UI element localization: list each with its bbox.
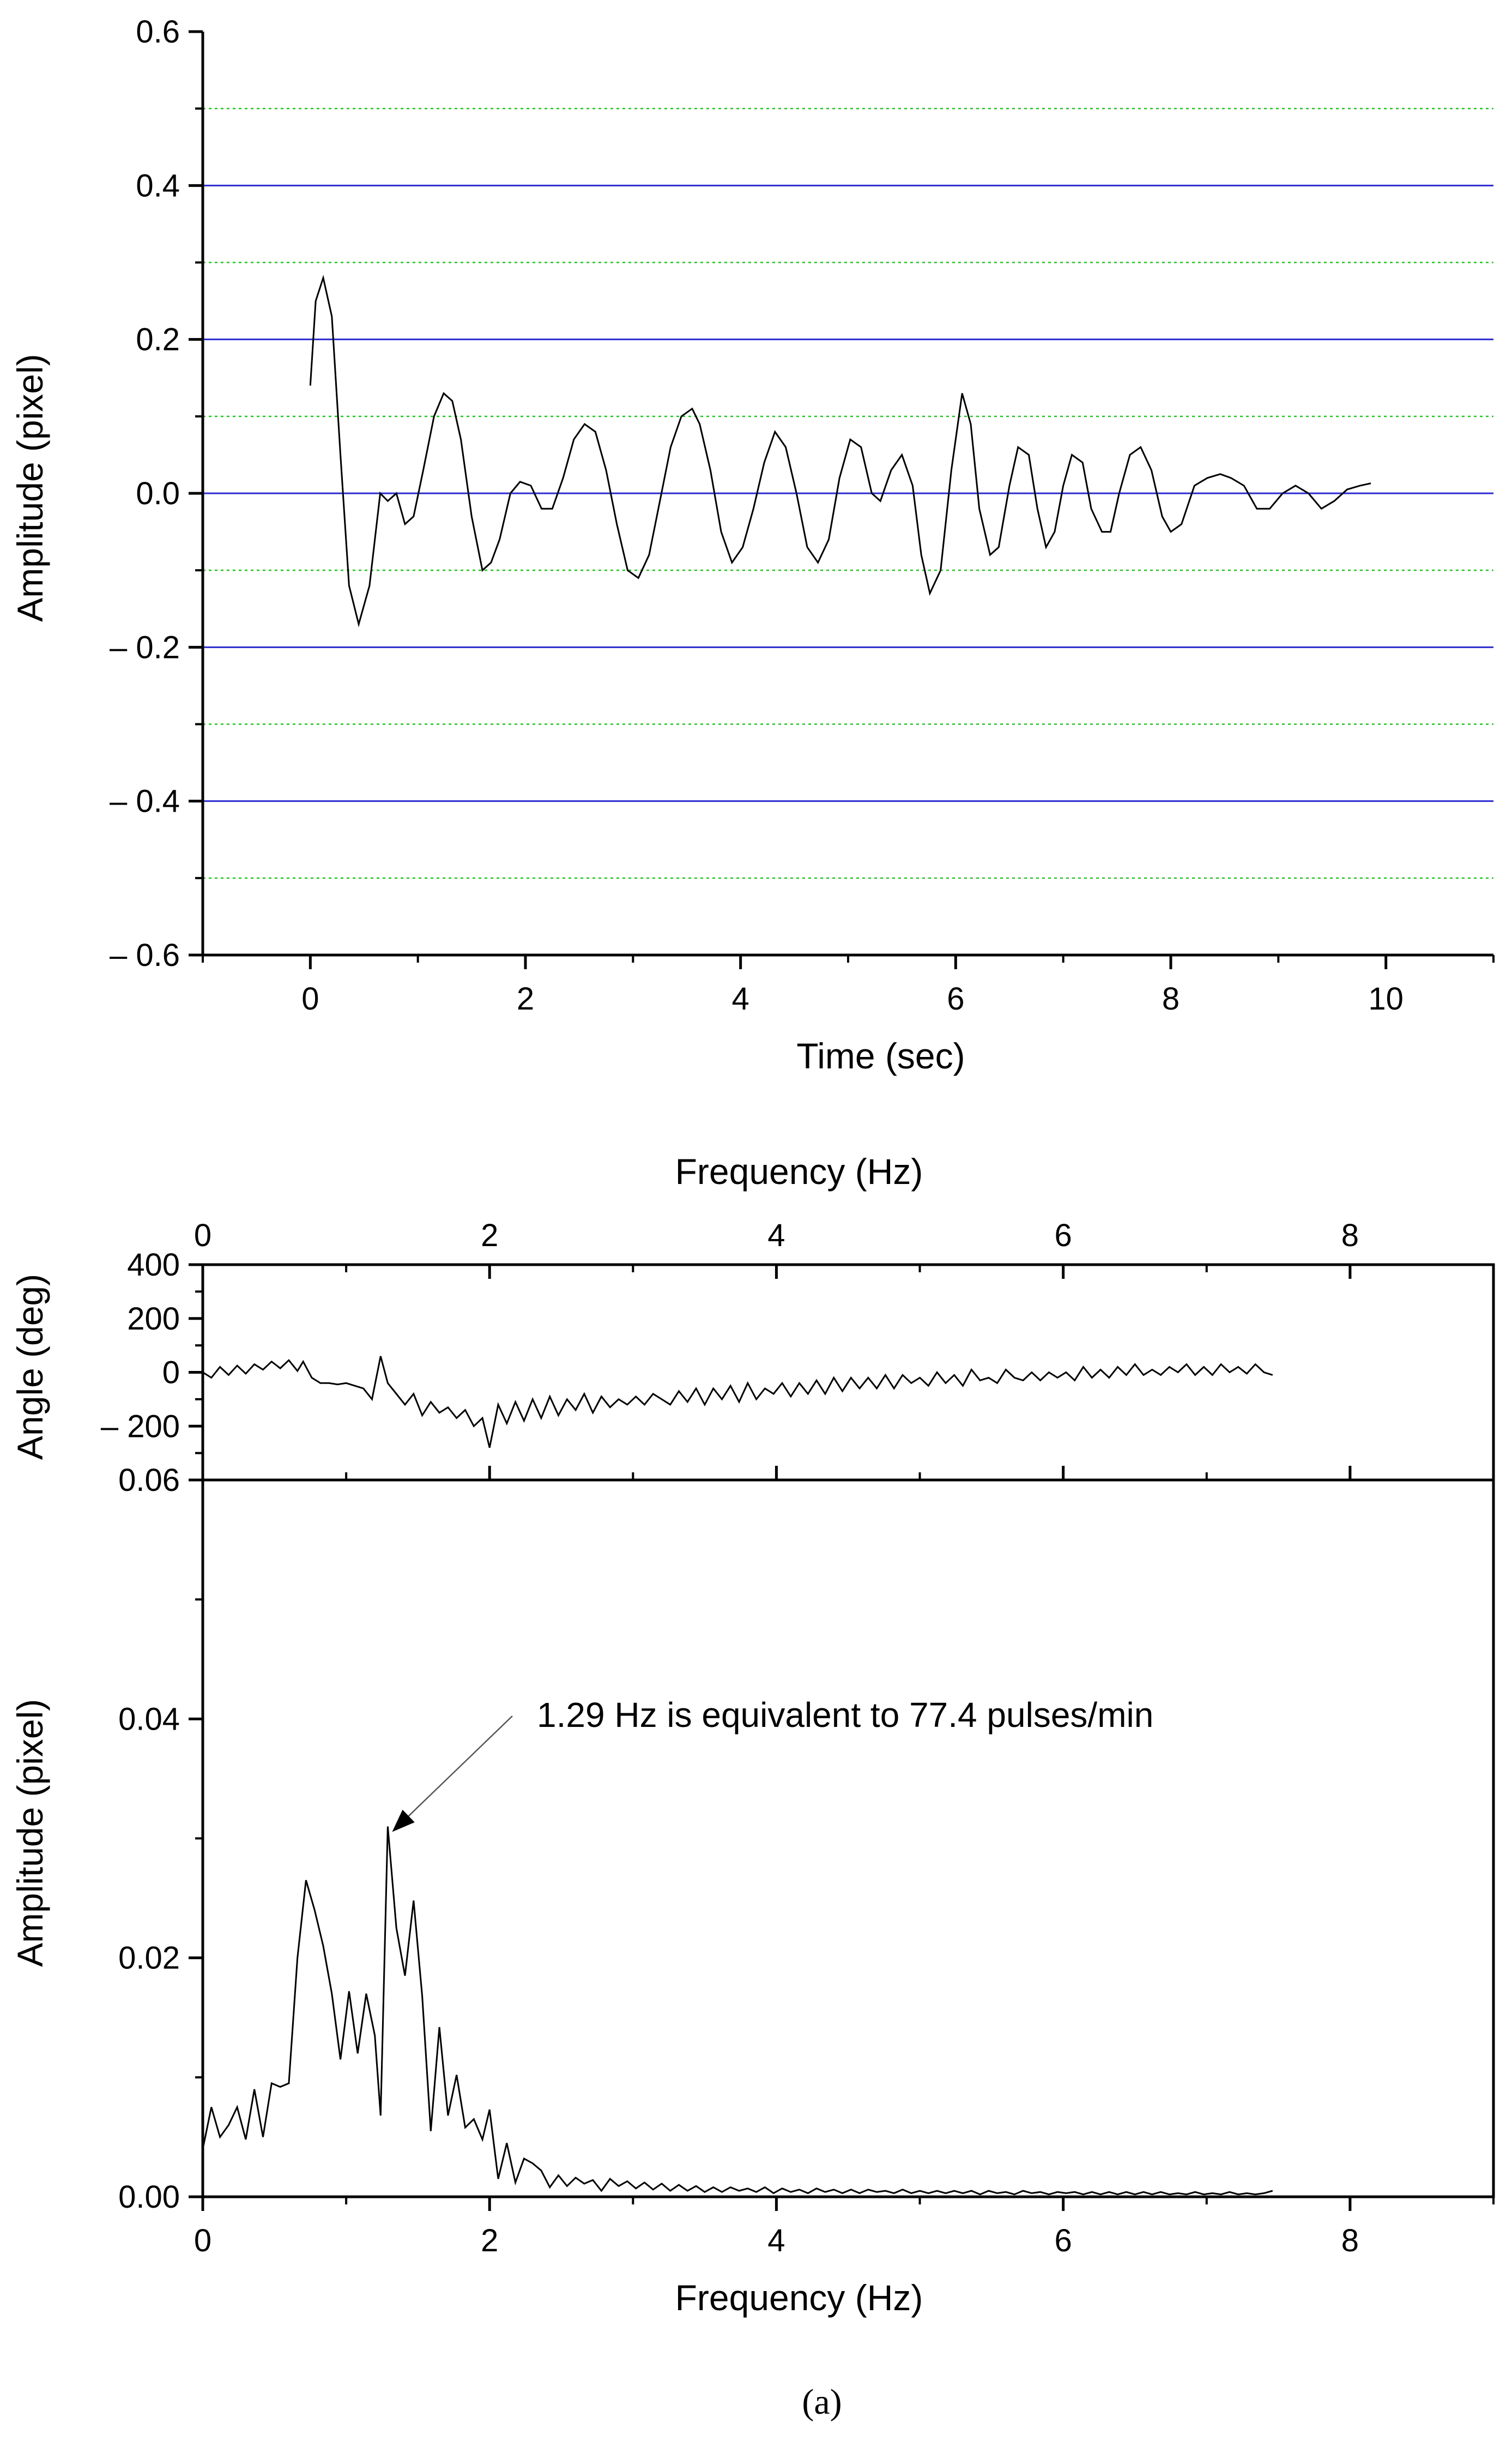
x-tick-label: 6 <box>1055 1218 1072 1253</box>
phase-ticks: 0 2 4 6 8 400 200 0 – 200 <box>101 1218 1495 1480</box>
x-tick-label: 4 <box>732 981 749 1017</box>
x-tick-label: 0 <box>301 981 319 1017</box>
y-tick-label: 400 <box>127 1247 180 1283</box>
annotation-arrowhead <box>392 1809 415 1832</box>
figure-caption: (a) <box>802 2382 842 2422</box>
phase-frame <box>201 1263 1495 1482</box>
x-tick-label: 6 <box>1055 2223 1072 2258</box>
y-tick-label: 0.6 <box>136 14 180 50</box>
y-tick-label: 0.02 <box>118 1941 180 1976</box>
x-tick-label: 8 <box>1162 981 1180 1017</box>
y-tick-label: – 0.6 <box>110 938 180 973</box>
time-series-line <box>309 275 1371 627</box>
x-tick-label: 0 <box>194 1218 211 1253</box>
y-tick-label: 0.4 <box>136 168 180 203</box>
spectrum-ticks: 0 2 4 6 8 0.04 0.02 0.00 0.06 <box>118 1463 1495 2258</box>
peak-annotation: 1.29 Hz is equivalent to 77.4 pulses/min <box>392 1695 1153 1832</box>
x-tick-label: 2 <box>481 2223 498 2258</box>
y-tick-label: 0.04 <box>118 1701 180 1737</box>
spectrum-y-axis-title: Amplitude (pixel) <box>10 1699 50 1967</box>
x-tick-label: 0 <box>194 2223 211 2258</box>
y-tick-label: 0.0 <box>136 476 180 511</box>
annotation-arrow <box>408 1715 513 1817</box>
spectrum-axes <box>201 1478 1495 2198</box>
spectrum-x-axis-title: Frequency (Hz) <box>675 2277 923 2318</box>
spectrum-series-line <box>202 1826 1273 2196</box>
y-tick-label: 0.06 <box>118 1463 180 1498</box>
y-tick-label: 0.2 <box>136 322 180 358</box>
time-x-axis-title: Time (sec) <box>796 1036 965 1076</box>
y-tick-label: – 0.2 <box>110 630 180 665</box>
phase-spectrum-chart: 0 2 4 6 8 400 200 0 – 200 Frequency (Hz) Angle (… <box>10 1151 1495 1482</box>
time-ticks: 0.6 0.4 0.2 0.0 – 0.2 – 0.4 – 0.6 0 2 4 6 8 10 <box>110 14 1495 1017</box>
y-tick-label: – 200 <box>101 1409 180 1444</box>
x-tick-label: 2 <box>481 1218 498 1253</box>
y-tick-label: 200 <box>127 1301 180 1337</box>
x-tick-label: 4 <box>767 2223 785 2258</box>
spectrum-frame <box>201 1478 1495 2198</box>
x-tick-label: 2 <box>517 981 534 1017</box>
x-tick-label: 10 <box>1368 981 1404 1017</box>
y-tick-label: – 0.4 <box>110 784 180 819</box>
y-tick-label: 0 <box>162 1355 180 1391</box>
x-tick-label: 6 <box>947 981 964 1017</box>
x-tick-label: 8 <box>1341 1218 1359 1253</box>
amplitude-spectrum-chart: 0 2 4 6 8 0.04 0.02 0.00 0.06 1.29 Hz is equival… <box>10 1463 1495 2318</box>
x-tick-label: 8 <box>1341 2223 1359 2258</box>
phase-series-line <box>202 1356 1273 1448</box>
time-signal-chart: 0.6 0.4 0.2 0.0 – 0.2 – 0.4 – 0.6 0 2 4 6 8 10 Time … <box>10 14 1495 1076</box>
annotation-text: 1.29 Hz is equivalent to 77.4 pulses/min <box>537 1695 1153 1735</box>
phase-axes <box>201 1263 1495 1482</box>
phase-y-axis-title: Angle (deg) <box>10 1274 50 1460</box>
phase-x-axis-title: Frequency (Hz) <box>675 1151 923 1192</box>
x-tick-label: 4 <box>767 1218 785 1253</box>
time-y-axis-title: Amplitude (pixel) <box>10 354 50 622</box>
y-tick-label: 0.00 <box>118 2179 180 2215</box>
time-gridlines <box>203 107 1493 879</box>
